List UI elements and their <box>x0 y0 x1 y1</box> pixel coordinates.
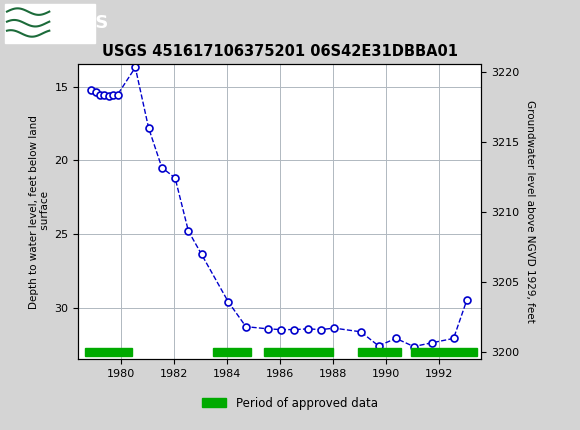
Bar <box>5 4 95 43</box>
Bar <box>213 347 251 356</box>
Bar <box>85 347 132 356</box>
Text: USGS: USGS <box>53 14 108 32</box>
Y-axis label: Depth to water level, feet below land
 surface: Depth to water level, feet below land su… <box>28 115 50 309</box>
Title: USGS 451617106375201 06S42E31DBBA01: USGS 451617106375201 06S42E31DBBA01 <box>102 44 458 59</box>
Bar <box>264 347 333 356</box>
Y-axis label: Groundwater level above NGVD 1929, feet: Groundwater level above NGVD 1929, feet <box>525 100 535 323</box>
Bar <box>411 347 477 356</box>
Legend: Period of approved data: Period of approved data <box>198 392 382 415</box>
Bar <box>358 347 401 356</box>
